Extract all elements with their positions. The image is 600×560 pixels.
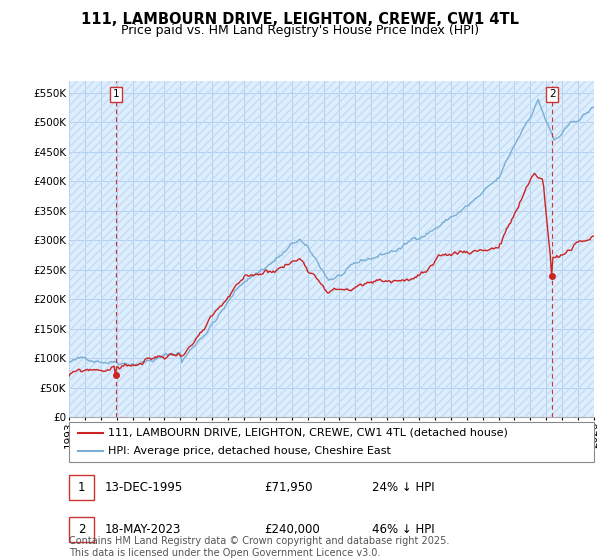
Text: 18-MAY-2023: 18-MAY-2023: [105, 523, 181, 536]
Text: 1: 1: [113, 89, 119, 99]
Text: Contains HM Land Registry data © Crown copyright and database right 2025.
This d: Contains HM Land Registry data © Crown c…: [69, 536, 449, 558]
Text: £71,950: £71,950: [264, 481, 313, 494]
Text: 111, LAMBOURN DRIVE, LEIGHTON, CREWE, CW1 4TL: 111, LAMBOURN DRIVE, LEIGHTON, CREWE, CW…: [81, 12, 519, 27]
Text: 2: 2: [78, 523, 85, 536]
FancyBboxPatch shape: [69, 475, 94, 500]
Text: 13-DEC-1995: 13-DEC-1995: [105, 481, 183, 494]
FancyBboxPatch shape: [69, 422, 594, 462]
FancyBboxPatch shape: [69, 517, 94, 542]
Text: Price paid vs. HM Land Registry's House Price Index (HPI): Price paid vs. HM Land Registry's House …: [121, 24, 479, 36]
Text: 46% ↓ HPI: 46% ↓ HPI: [372, 523, 434, 536]
Text: £240,000: £240,000: [264, 523, 320, 536]
Text: 24% ↓ HPI: 24% ↓ HPI: [372, 481, 434, 494]
Text: HPI: Average price, detached house, Cheshire East: HPI: Average price, detached house, Ches…: [109, 446, 391, 456]
Text: 111, LAMBOURN DRIVE, LEIGHTON, CREWE, CW1 4TL (detached house): 111, LAMBOURN DRIVE, LEIGHTON, CREWE, CW…: [109, 428, 508, 437]
Text: 1: 1: [78, 481, 85, 494]
Text: 2: 2: [549, 89, 556, 99]
